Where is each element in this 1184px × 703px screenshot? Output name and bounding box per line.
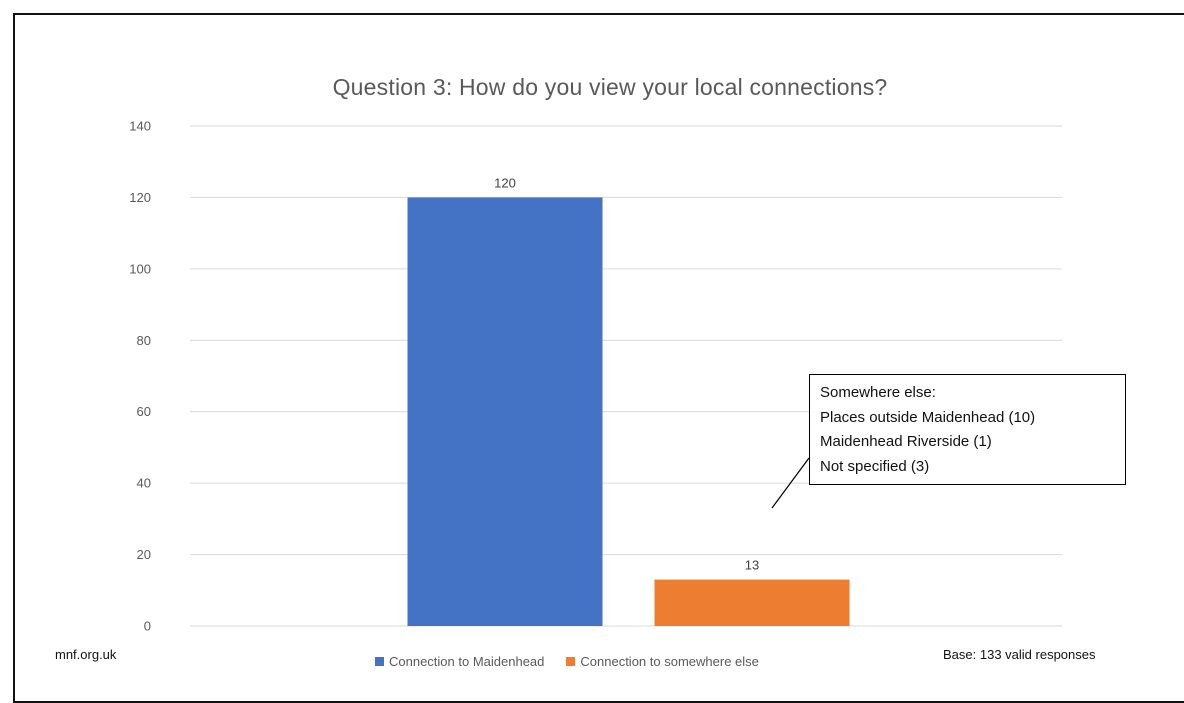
callout-line: Places outside Maidenhead (10) [820,408,1036,426]
y-tick-label: 0 [144,619,151,634]
data-labels: 120 13 [494,175,759,572]
callout-line: Not specified (3) [820,457,930,475]
y-tick-label: 140 [129,119,151,134]
gridlines [190,125,1062,627]
y-tick-label: 60 [137,404,151,419]
bars [407,197,850,626]
legend-label: Connection to Maidenhead [389,654,545,669]
annotation-callout: Somewhere else: Places outside Maidenhea… [809,374,1126,485]
legend-label: Connection to somewhere else [580,654,759,669]
y-axis-ticks: 0 20 40 60 80 100 120 140 [129,119,151,634]
y-tick-label: 100 [129,261,151,276]
y-tick-label: 40 [137,476,151,491]
chart-title: Question 3: How do you view your local c… [332,74,888,100]
legend-swatch [375,657,384,666]
callout-leader-line [771,457,810,509]
y-tick-label: 120 [129,190,151,205]
bar [654,579,850,626]
bar-value-label: 13 [745,558,759,573]
y-tick-label: 20 [137,547,151,562]
bar-value-label: 120 [494,175,516,190]
legend: Connection to Maidenhead Connection to s… [375,654,759,669]
source-label: mnf.org.uk [55,647,117,662]
legend-item: Connection to Maidenhead [375,654,544,669]
bar [407,197,603,626]
callout-line: Somewhere else: [820,384,936,401]
base-label: Base: 133 valid responses [943,647,1096,662]
callout-line: Maidenhead Riverside (1) [820,433,992,450]
y-tick-label: 80 [137,333,151,348]
legend-item: Connection to somewhere else [566,654,759,669]
legend-swatch [566,657,576,666]
